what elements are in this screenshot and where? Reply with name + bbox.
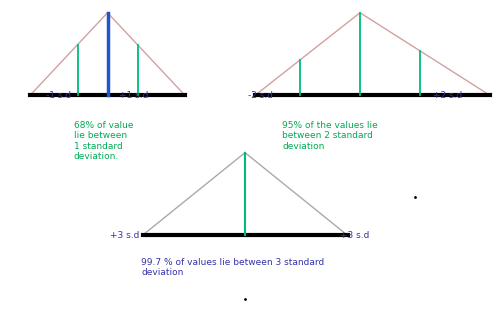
Text: +1 s.d: +1 s.d (120, 91, 148, 100)
Text: 99.7 % of values lie between 3 standard
deviation: 99.7 % of values lie between 3 standard … (141, 258, 324, 277)
Text: -2 s.d: -2 s.d (248, 91, 274, 100)
Text: +3 s.d: +3 s.d (340, 231, 370, 240)
Text: +2 s.d: +2 s.d (433, 91, 462, 100)
Text: 95% of the values lie
between 2 standard
deviation: 95% of the values lie between 2 standard… (282, 121, 378, 151)
Text: 68% of value
lie between
1 standard
deviation.: 68% of value lie between 1 standard devi… (74, 121, 134, 161)
Text: -1 s.d: -1 s.d (46, 91, 72, 100)
Text: +3 s.d: +3 s.d (110, 231, 140, 240)
